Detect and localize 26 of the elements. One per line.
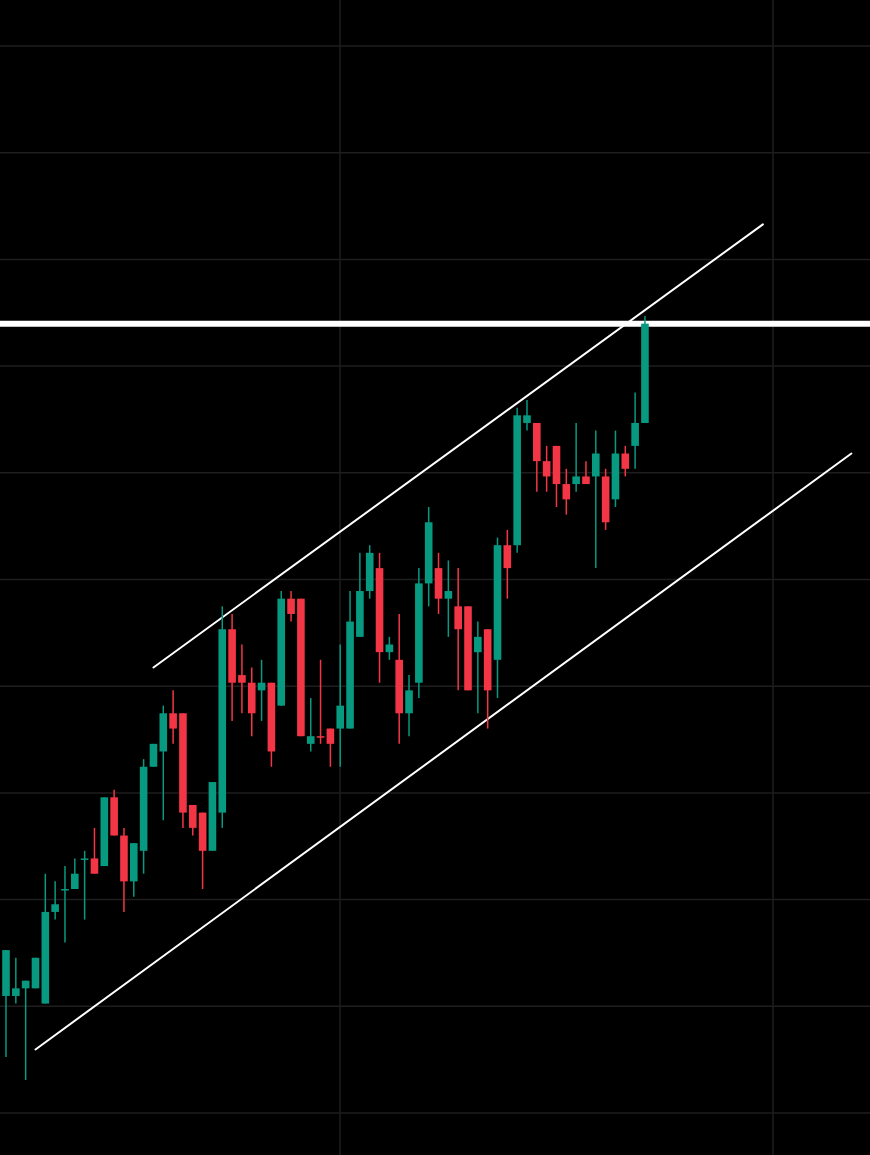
- candlestick: [169, 689, 177, 745]
- candlestick: [238, 643, 246, 715]
- candlestick: [562, 468, 571, 516]
- candlestick: [326, 727, 335, 768]
- candlestick: [12, 957, 20, 1005]
- candlestick: [90, 827, 99, 875]
- candlestick: [503, 529, 512, 600]
- candlestick: [444, 559, 453, 638]
- candlestick: [316, 659, 325, 745]
- candlestick: [71, 857, 79, 890]
- candlestick: [572, 422, 580, 493]
- candlestick: [306, 697, 315, 753]
- candlestick: [542, 445, 551, 493]
- candlestick: [336, 643, 345, 768]
- candlestick: [61, 865, 69, 944]
- candlestick: [51, 880, 59, 921]
- candlestick: [592, 429, 600, 569]
- candlestick: [631, 391, 639, 470]
- candlestick: [454, 567, 462, 692]
- candlestick: [287, 590, 295, 623]
- candlestick: [80, 850, 89, 921]
- candlestick: [405, 674, 413, 737]
- candlestick: [474, 620, 482, 715]
- candlestick: [188, 804, 197, 837]
- candlestick: [523, 399, 531, 432]
- candlestick: [621, 445, 630, 478]
